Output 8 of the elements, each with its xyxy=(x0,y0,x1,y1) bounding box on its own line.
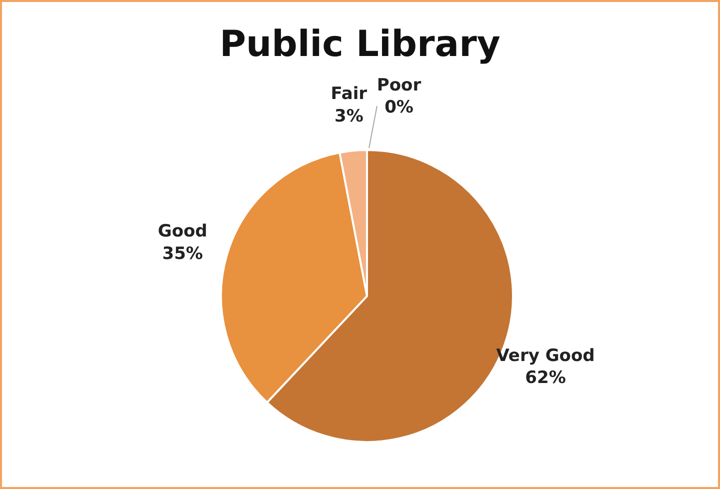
data-label: 35% xyxy=(162,244,203,264)
text: 0% xyxy=(384,97,414,118)
chart-title: Public Library xyxy=(218,24,502,67)
data-label: 62% xyxy=(525,368,566,388)
slice-label: Fair xyxy=(330,84,368,104)
data-label: 3% xyxy=(334,106,364,126)
slice-label: Good xyxy=(158,222,208,242)
category-label: Poor xyxy=(376,75,422,96)
